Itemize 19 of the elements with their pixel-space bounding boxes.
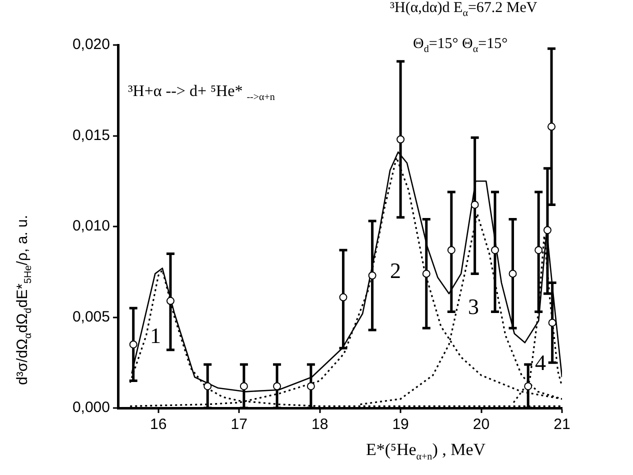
annotation: 4 bbox=[535, 350, 546, 376]
y-tick-label: 0,020 bbox=[72, 36, 110, 54]
annotation: Θ$_{d}$=15° Θ$_{α}$=15° bbox=[413, 36, 508, 55]
x-tick-label: 17 bbox=[230, 416, 248, 434]
x-tick-label: 20 bbox=[472, 416, 490, 434]
y-tick-label: 0,010 bbox=[72, 218, 110, 235]
annotation: 3 bbox=[468, 294, 479, 320]
x-tick-label: 21 bbox=[554, 416, 570, 434]
x-tick-label: 16 bbox=[150, 416, 167, 434]
text: ³H(α,dα)d E$_{α}$=67.2 MeV bbox=[390, 0, 538, 19]
annotation: 1 bbox=[150, 323, 161, 349]
x-tick-label: 18 bbox=[311, 416, 328, 434]
x-tick-label: 19 bbox=[392, 416, 409, 434]
y-tick-label: 0,000 bbox=[72, 399, 110, 416]
x-axis-title: E*(⁵He$_{α+n}$) , MeV bbox=[366, 440, 486, 462]
annotation: 2 bbox=[390, 258, 401, 284]
annotation: ³H+α --> d+ ⁵He* $_{-->α+n}$ bbox=[128, 83, 275, 104]
y-tick-label: 0,015 bbox=[72, 126, 110, 144]
y-tick-label: 0,005 bbox=[72, 308, 110, 326]
